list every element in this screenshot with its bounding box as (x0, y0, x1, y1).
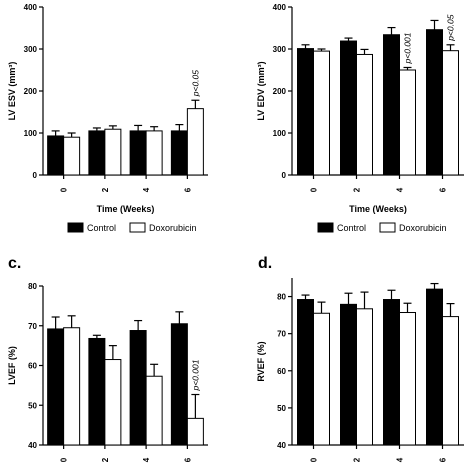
y-tick-label: 70 (277, 330, 286, 339)
y-tick-label: 100 (24, 129, 38, 138)
x-tick-label: 6 (183, 187, 192, 192)
x-tick-label: 6 (439, 457, 448, 462)
x-tick-label: 2 (101, 457, 110, 462)
y-axis-label: LVEF (%) (7, 346, 17, 385)
legend-swatch-control (67, 222, 84, 233)
legend-label-control: Control (337, 223, 366, 233)
y-axis-label: LV ESV (mm³) (7, 62, 17, 121)
x-tick-label: 0 (60, 187, 69, 192)
significance-annotation: p<0.001 (403, 32, 413, 64)
y-tick-label: 400 (273, 3, 287, 12)
bar-doxorubicin-week-0 (313, 50, 330, 176)
y-tick-label: 40 (28, 441, 37, 450)
y-tick-label: 200 (273, 87, 287, 96)
bar-control-week-0 (297, 299, 314, 446)
bar-doxorubicin-week-6 (186, 108, 204, 176)
x-axis-label: Time (Weeks) (349, 204, 407, 214)
x-tick-label: 6 (183, 457, 192, 462)
panel-letter: d. (258, 255, 272, 272)
bar-control-week-2 (340, 303, 357, 446)
bar-control-week-2 (340, 40, 357, 176)
legend-swatch-control (317, 222, 334, 233)
y-tick-label: 80 (28, 282, 37, 291)
y-tick-label: 50 (28, 401, 37, 410)
y-tick-label: 300 (24, 45, 38, 54)
bar-control-week-4 (383, 299, 400, 446)
y-tick-label: 300 (273, 45, 287, 54)
y-tick-label: 0 (33, 171, 38, 180)
x-axis-label: Time (Weeks) (97, 204, 155, 214)
bar-control-week-0 (47, 328, 65, 446)
bar-control-week-6 (170, 323, 188, 446)
significance-annotation: p<0.05 (190, 70, 200, 98)
significance-annotation: p<0.001 (190, 359, 200, 391)
y-tick-label: 40 (277, 441, 286, 450)
legend-label-doxorubicin: Doxorubicin (399, 223, 447, 233)
bar-doxorubicin-week-6 (186, 417, 204, 446)
bar-control-week-2 (88, 130, 106, 176)
bar-doxorubicin-week-0 (63, 327, 81, 446)
chart-panel-1: 0 100 200 300 400 LV ESV (mm³) Time (Weeks) 0 2 4… (7, 3, 208, 214)
x-tick-label: 4 (142, 457, 151, 462)
bar-doxorubicin-week-4 (145, 375, 163, 446)
x-tick-label: 2 (101, 187, 110, 192)
legend-label-control: Control (87, 223, 116, 233)
x-tick-label: 0 (310, 457, 319, 462)
y-tick-label: 0 (282, 171, 287, 180)
bar-doxorubicin-week-2 (104, 359, 122, 446)
y-tick-label: 80 (277, 293, 286, 302)
bar-control-week-0 (47, 135, 65, 176)
bar-control-week-0 (297, 48, 314, 176)
x-tick-label: 4 (142, 187, 151, 192)
x-tick-label: 4 (396, 187, 405, 192)
y-tick-label: 70 (28, 322, 37, 331)
bar-control-week-4 (129, 330, 147, 446)
legend-top-left: Control Doxorubicin (67, 222, 197, 233)
bar-control-week-4 (383, 34, 400, 176)
chart-panel-2: 0 100 200 300 400 LV EDV (mm³) Time (Weeks) 0 2 4… (256, 3, 464, 214)
bar-control-week-6 (426, 288, 443, 446)
bar-doxorubicin-week-4 (145, 130, 163, 176)
bar-doxorubicin-week-4 (399, 69, 416, 176)
bar-doxorubicin-week-0 (63, 136, 81, 176)
legend-top-right: Control Doxorubicin (317, 222, 447, 233)
legend-swatch-doxorubicin (129, 222, 146, 233)
bar-control-week-2 (88, 337, 106, 446)
x-tick-label: 2 (353, 187, 362, 192)
legend-swatch-doxorubicin (379, 222, 396, 233)
y-tick-label: 50 (277, 404, 286, 413)
x-tick-label: 2 (353, 457, 362, 462)
legend-label-doxorubicin: Doxorubicin (149, 223, 197, 233)
x-tick-label: 0 (310, 187, 319, 192)
panel-letter: c. (8, 255, 21, 272)
bar-control-week-6 (426, 29, 443, 176)
chart-panel-4: 40 50 60 70 80 RVEF (%) d. 0 2 4 6 (256, 255, 464, 462)
x-tick-label: 0 (60, 457, 69, 462)
y-axis-label: RVEF (%) (256, 341, 266, 381)
bar-control-week-4 (129, 130, 147, 176)
bar-doxorubicin-week-0 (313, 312, 330, 446)
bar-doxorubicin-week-6 (442, 50, 459, 176)
y-tick-label: 60 (277, 367, 286, 376)
bar-doxorubicin-week-2 (104, 128, 122, 176)
bar-doxorubicin-week-2 (356, 53, 373, 176)
bar-control-week-6 (170, 130, 188, 176)
y-tick-label: 400 (24, 3, 38, 12)
x-tick-label: 4 (396, 457, 405, 462)
bar-doxorubicin-week-2 (356, 308, 373, 446)
significance-annotation: p<0.05 (446, 14, 456, 42)
y-tick-label: 200 (24, 87, 38, 96)
y-tick-label: 100 (273, 129, 287, 138)
bar-doxorubicin-week-6 (442, 316, 459, 446)
chart-panel-3: 40 50 60 70 80 LVEF (%) c. 0 2 4 6 p<0.001 (7, 255, 208, 462)
y-axis-label: LV EDV (mm³) (256, 61, 266, 120)
x-tick-label: 6 (439, 187, 448, 192)
bar-doxorubicin-week-4 (399, 312, 416, 446)
y-tick-label: 60 (28, 362, 37, 371)
